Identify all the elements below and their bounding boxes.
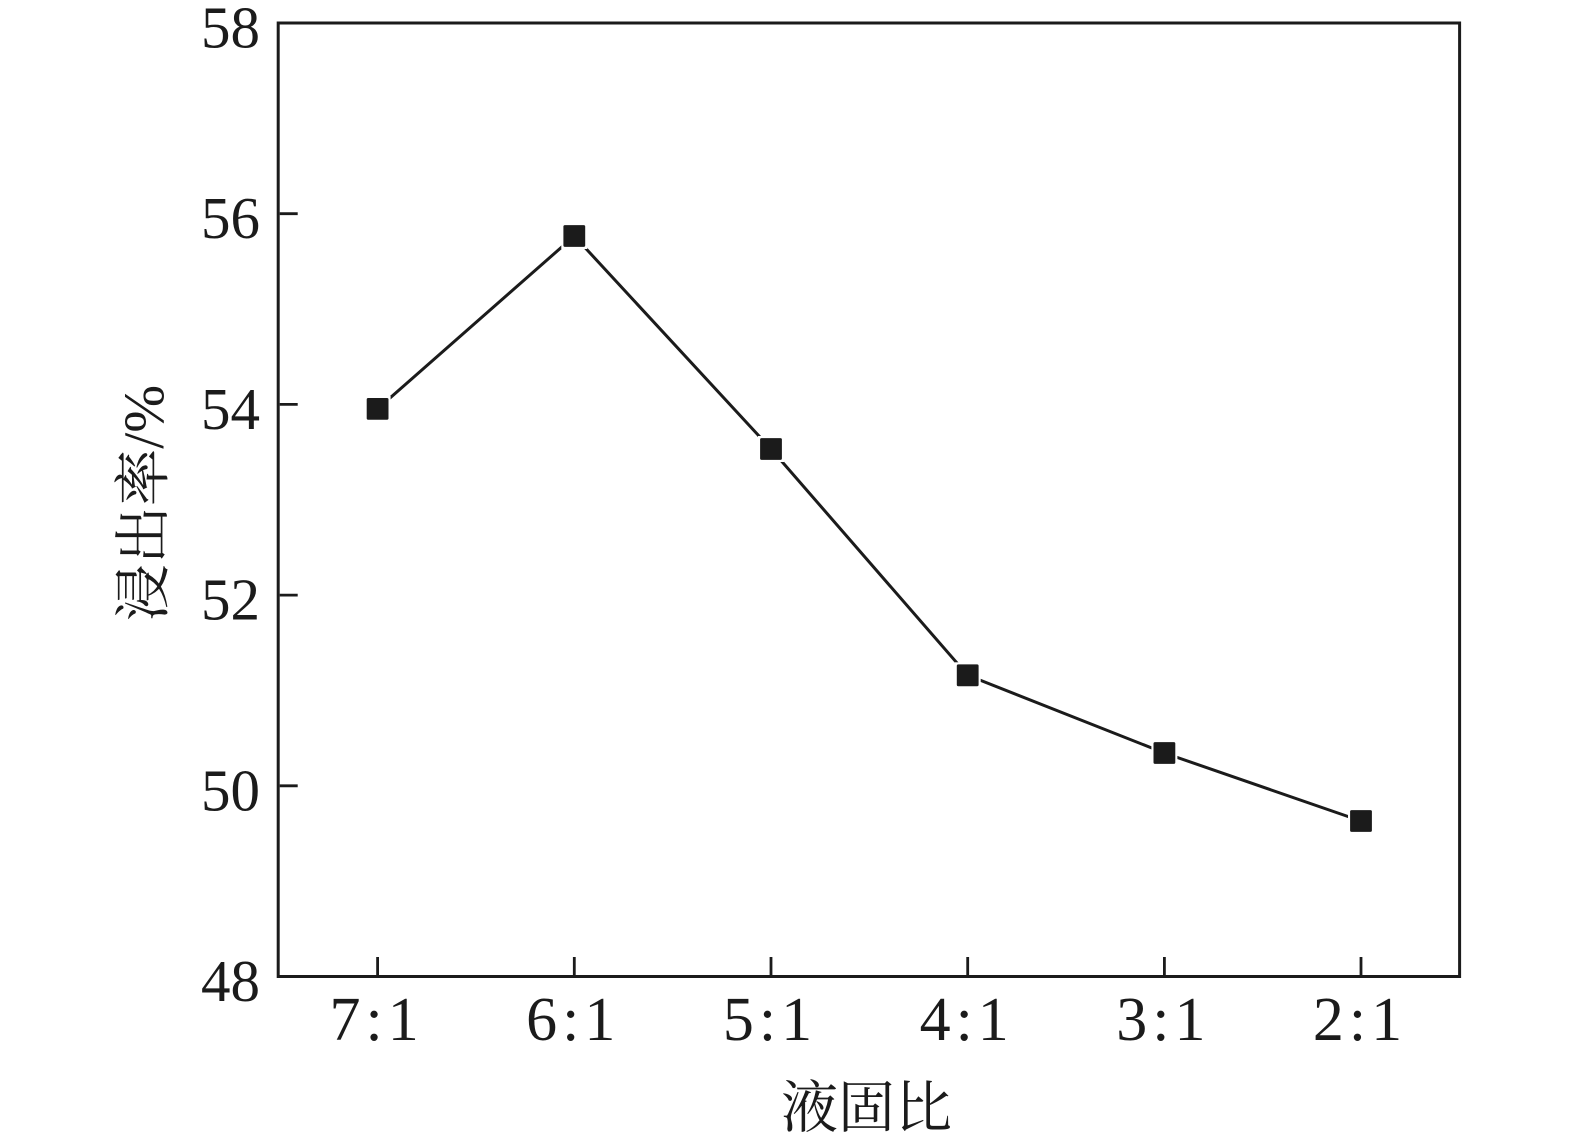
svg-text:7:1: 7:1 — [329, 986, 423, 1054]
svg-text:56: 56 — [201, 185, 260, 251]
svg-text:4:1: 4:1 — [920, 986, 1014, 1054]
svg-text:52: 52 — [201, 567, 260, 633]
svg-text:5:1: 5:1 — [723, 986, 817, 1054]
svg-text:6:1: 6:1 — [526, 986, 620, 1054]
svg-text:48: 48 — [201, 948, 260, 1014]
svg-text:54: 54 — [201, 376, 260, 442]
svg-text:58: 58 — [201, 0, 260, 61]
svg-text:3:1: 3:1 — [1116, 986, 1210, 1054]
svg-text:50: 50 — [201, 757, 260, 823]
svg-text:/%: /% — [113, 385, 176, 449]
svg-text:2:1: 2:1 — [1313, 986, 1407, 1054]
